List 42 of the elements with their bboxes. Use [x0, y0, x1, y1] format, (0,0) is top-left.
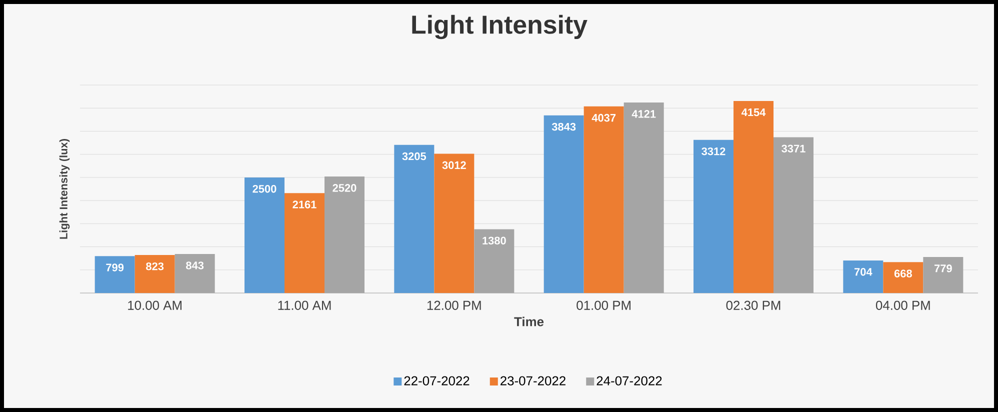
data-label: 704	[854, 268, 872, 276]
bar	[883, 262, 924, 293]
bar	[584, 106, 624, 293]
y-axis-title: Light Intensity (lux)	[59, 139, 70, 239]
data-label: 4154	[741, 108, 766, 116]
bar	[94, 256, 135, 293]
bar	[734, 100, 774, 293]
data-label: 4121	[632, 110, 656, 118]
data-label: 779	[934, 264, 952, 272]
data-label: 3371	[782, 144, 806, 152]
bar	[434, 154, 474, 293]
data-label: 843	[186, 262, 204, 270]
bar	[544, 115, 584, 293]
data-label: 823	[146, 262, 164, 270]
data-label: 1380	[482, 236, 506, 245]
bar	[694, 140, 734, 293]
chart-title: Light Intensity	[412, 14, 588, 40]
x-tick-label: 01.00 PM	[576, 300, 630, 310]
data-label: 668	[894, 270, 912, 278]
legend-label: 24-07-2022	[596, 376, 662, 386]
x-tick-label: 02.30 PM	[726, 300, 780, 310]
legend-label: 23-07-2022	[500, 376, 566, 386]
x-tick-label: 04.00 PM	[876, 300, 930, 310]
legend-label: 22-07-2022	[404, 376, 470, 386]
data-label: 799	[106, 264, 124, 272]
bar	[284, 193, 325, 293]
bar	[244, 177, 285, 293]
x-axis-title: Time	[514, 316, 544, 326]
data-label: 2520	[332, 184, 356, 192]
x-tick-label: 10.00 AM	[128, 300, 182, 310]
bar	[843, 260, 884, 293]
data-label: 4037	[592, 114, 616, 122]
bar	[134, 254, 175, 293]
data-label: 3843	[552, 122, 576, 131]
data-label: 3012	[442, 161, 466, 170]
data-label: 2161	[292, 200, 316, 208]
x-tick-label: 11.00 AM	[278, 300, 331, 310]
x-tick-label: 12.00 PM	[427, 300, 481, 310]
data-label: 3205	[402, 152, 426, 160]
data-label: 3312	[702, 147, 726, 156]
data-label: 2500	[252, 184, 276, 193]
bar	[394, 144, 434, 293]
